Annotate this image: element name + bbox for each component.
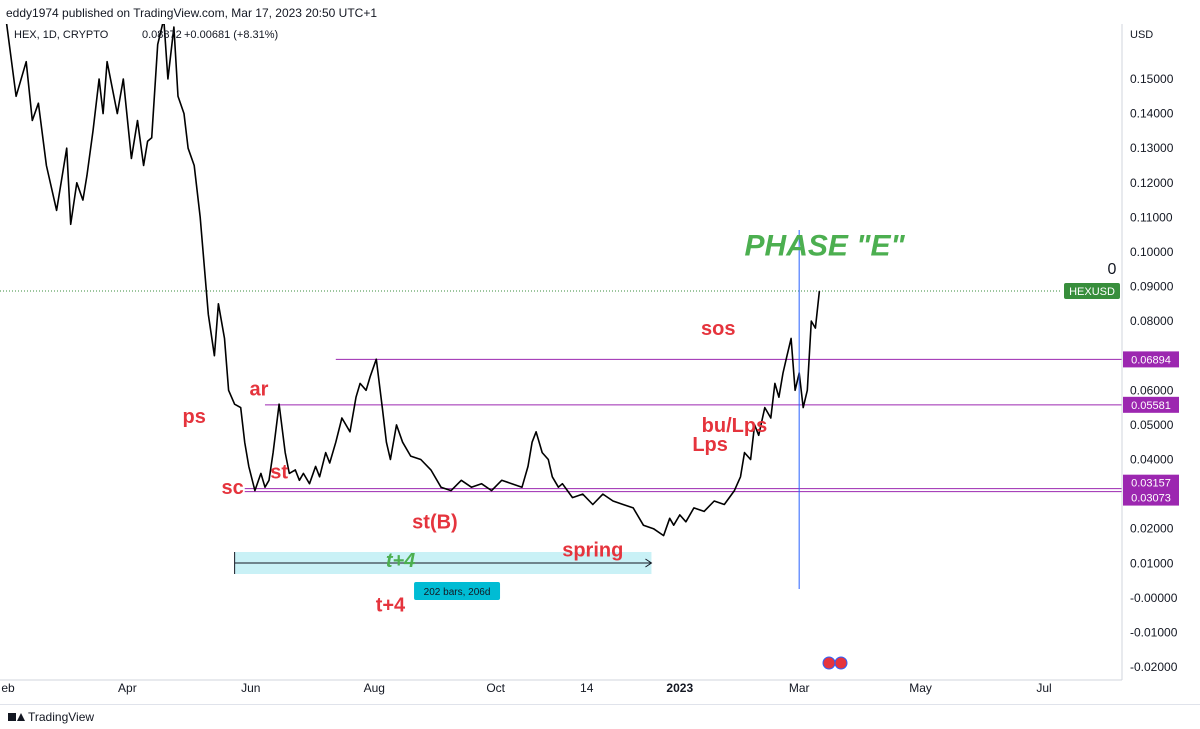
- top-right-zero-label: 0: [1108, 261, 1117, 278]
- price-level-tag: [1123, 351, 1179, 368]
- price-tick-label: 0.13000: [1130, 141, 1174, 155]
- annotation-label: ps: [182, 406, 205, 428]
- symbol-line: HEX, 1D, CRYPTO: [14, 29, 109, 41]
- symbol-legend: HEX, 1D, CRYPTO 0.08872 +0.00681 (+8.31%…: [14, 29, 278, 41]
- annotation-label: spring: [562, 539, 623, 561]
- time-tick-label: eb: [1, 681, 15, 695]
- price-tick-label: 0.05000: [1130, 418, 1174, 432]
- annotation-label: Lps: [692, 434, 728, 456]
- last-price-tag: [1064, 282, 1120, 299]
- price-tick-label: 0.11000: [1130, 210, 1173, 224]
- annotation-label: PHASE "E": [745, 229, 906, 262]
- price-level-tag-label: 0.06894: [1131, 354, 1171, 366]
- price-level-tag-label: 0.05581: [1131, 400, 1171, 412]
- date-range-badge-label: 202 bars, 206d: [424, 587, 491, 598]
- price-tick-label: 0.08000: [1130, 314, 1174, 328]
- time-axis[interactable]: eb Apr Jun Aug Oct 14 2023 Mar May Jul: [0, 679, 1122, 695]
- price-tick-label: 0.01000: [1130, 556, 1174, 570]
- price-level-tag: [1123, 474, 1179, 491]
- event-flag-icon[interactable]: [822, 656, 836, 670]
- annotation-label: t+4: [376, 595, 406, 617]
- price-tick-label: 0.10000: [1130, 245, 1174, 259]
- annotation-label: sc: [221, 477, 243, 499]
- price-tick-label: 0.15000: [1130, 72, 1174, 86]
- last-price-tag-label: HEXUSD: [1069, 286, 1115, 298]
- price-level-tag-label: 0.03073: [1131, 493, 1171, 505]
- time-tick-label: Jun: [241, 681, 260, 695]
- date-range-arrow-head: [645, 558, 653, 568]
- time-tick-label: Aug: [364, 681, 385, 695]
- annotation-label: st(B): [412, 512, 458, 534]
- axis-unit-label: USD: [1130, 29, 1153, 41]
- brand-text: TradingView: [28, 710, 95, 724]
- price-level-tag-label: 0.03157: [1131, 478, 1171, 490]
- price-tick-label: 0.04000: [1130, 453, 1174, 467]
- time-tick-label: Mar: [789, 681, 810, 695]
- tradingview-icon: [8, 711, 25, 723]
- event-flag-icon[interactable]: [834, 656, 848, 670]
- annotation-label: st: [270, 462, 288, 484]
- annotation-label: sos: [701, 318, 735, 340]
- time-tick-label: May: [909, 681, 932, 695]
- tradingview-logo[interactable]: TradingView: [8, 710, 94, 724]
- annotation-label: t+4: [386, 550, 415, 572]
- date-range-badge: [414, 582, 501, 600]
- price-series: [5, 24, 821, 537]
- annotation-label: ar: [249, 379, 268, 401]
- price-axis[interactable]: USD 0.15000 0.14000 0.13000 0.12000 0.11000 0.…: [1121, 24, 1178, 680]
- footer: TradingView: [0, 704, 1200, 729]
- price-tick-label: 0.09000: [1130, 280, 1174, 294]
- time-tick-label: Apr: [118, 681, 137, 695]
- annotation-label: bu/Lps: [702, 415, 768, 437]
- price-tick-label: -0.02000: [1130, 660, 1178, 674]
- price-levels: HEXUSD 0.06894 0.05581 0.03157 0.03073: [0, 282, 1179, 506]
- price-level-tag: [1123, 396, 1179, 413]
- last-price: 0.08872: [142, 29, 182, 41]
- date-range-tool[interactable]: 202 bars, 206d: [234, 552, 653, 600]
- price-tick-label: 0.06000: [1130, 383, 1174, 397]
- time-tick-label: Jul: [1036, 681, 1051, 695]
- price-tick-label: -0.00000: [1130, 591, 1178, 605]
- price-chart[interactable]: HEXUSD 0.06894 0.05581 0.03157 0.03073 202 b…: [0, 24, 1200, 704]
- time-tick-label: Oct: [486, 681, 505, 695]
- price-change: +0.00681 (+8.31%): [184, 29, 278, 41]
- time-tick-label: 14: [580, 681, 594, 695]
- price-tick-label: 0.12000: [1130, 176, 1174, 190]
- time-tick-label: 2023: [666, 681, 693, 695]
- published-header: eddy1974 published on TradingView.com, M…: [0, 0, 1200, 24]
- published-by-text: eddy1974 published on TradingView.com, M…: [6, 6, 378, 20]
- price-tick-label: -0.01000: [1130, 625, 1178, 639]
- price-line: [5, 24, 821, 537]
- price-tick-label: 0.02000: [1130, 522, 1174, 536]
- price-level-tag: [1123, 489, 1179, 506]
- price-tick-label: 0.14000: [1130, 107, 1174, 121]
